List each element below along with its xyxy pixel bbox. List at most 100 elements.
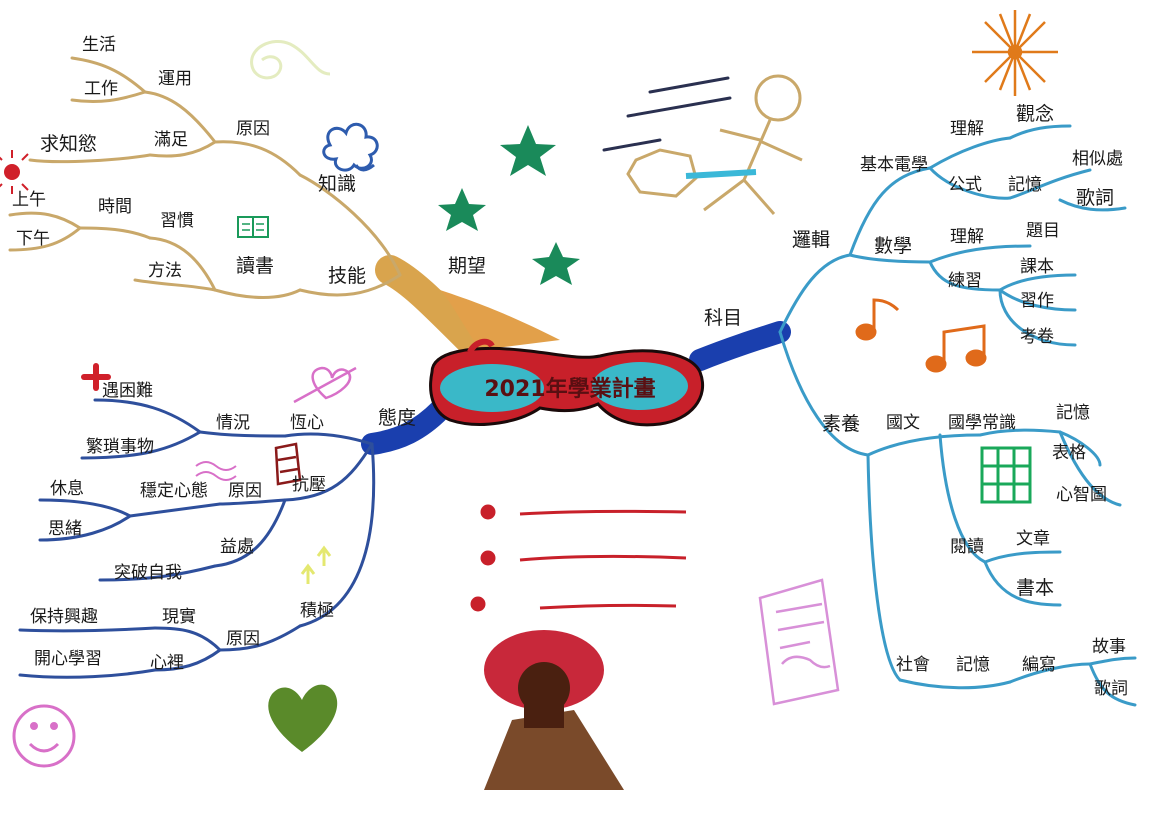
node-article: 文章 <box>1016 529 1050 549</box>
pressure-icon <box>274 442 302 486</box>
smiley-icon <box>12 704 76 768</box>
node-difficulty: 遇困難 <box>102 381 153 401</box>
node-expectation: 期望 <box>448 255 486 277</box>
node-morning: 上午 <box>12 190 46 210</box>
node-knowledge: 知識 <box>318 173 356 195</box>
node-habit: 習慣 <box>160 211 194 231</box>
node-pressure: 抗壓 <box>292 475 326 495</box>
red-sun-icon <box>0 150 29 194</box>
flower-icon <box>322 122 379 172</box>
node-keep-interest: 保持興趣 <box>30 607 98 627</box>
node-story: 故事 <box>1092 637 1126 657</box>
node-formula: 公式 <box>948 175 982 195</box>
node-question: 題目 <box>1026 221 1060 241</box>
node-electricity: 基本電學 <box>860 155 928 175</box>
table-grid-icon <box>980 446 1032 504</box>
node-method: 方法 <box>148 261 182 281</box>
sun-icon <box>972 10 1058 96</box>
node-reading: 閱讀 <box>950 537 984 557</box>
music-note-icons <box>855 298 987 373</box>
node-pressure-reason: 原因 <box>228 481 262 501</box>
node-afternoon: 下午 <box>16 229 50 249</box>
node-society-lyrics: 歌詞 <box>1094 679 1128 699</box>
branch-attitude-lines <box>18 398 376 679</box>
list-doodle <box>470 504 687 612</box>
book-icon <box>237 216 269 238</box>
node-apply: 運用 <box>158 69 192 89</box>
node-tedious: 繁瑣事物 <box>86 437 154 457</box>
star-icons <box>438 125 580 285</box>
node-concept: 觀念 <box>1016 102 1054 125</box>
node-society: 社會 <box>896 655 930 675</box>
branch-subject-lines <box>778 124 1137 707</box>
center-node: 2021年學業計畫 <box>429 338 705 427</box>
glasses-lens-left <box>440 364 544 412</box>
heart-icon <box>268 684 338 752</box>
node-elec-memory: 記憶 <box>1008 175 1042 195</box>
spiral-doodle <box>250 39 331 80</box>
node-rest: 休息 <box>50 479 84 499</box>
red-cross-icon <box>81 363 111 391</box>
star-icon <box>532 242 580 285</box>
branch-expectation-trunk <box>375 255 485 355</box>
subject-labels: 科目 邏輯 基本電學 理解 觀念 公式 記憶 相似處 歌詞 數學 理解 題目 練… <box>704 102 1128 699</box>
node-time: 時間 <box>98 197 132 217</box>
node-chinese-memory: 記憶 <box>1056 403 1090 423</box>
node-logic: 邏輯 <box>792 229 830 251</box>
node-book: 書本 <box>1016 577 1054 599</box>
node-math-understand: 理解 <box>950 227 984 247</box>
document-icon <box>758 578 840 706</box>
node-mindmap: 心智圖 <box>1056 485 1107 505</box>
music-note-icon <box>925 355 947 373</box>
node-positive: 積極 <box>300 601 334 621</box>
node-similarity: 相似處 <box>1072 149 1123 169</box>
star-icon <box>500 125 556 176</box>
node-heart: 心裡 <box>150 653 184 673</box>
branch-attitude-trunk <box>361 399 451 455</box>
music-note-icon <box>855 323 877 341</box>
node-situation: 情況 <box>216 413 250 433</box>
expectation-labels: 期望 知識 原因 運用 生活 工作 滿足 求知慾 技能 讀書 習慣 時間 上午 … <box>12 35 486 287</box>
node-subject: 科目 <box>704 307 742 329</box>
node-workbook: 習作 <box>1020 291 1054 311</box>
node-textbook: 課本 <box>1020 257 1054 277</box>
running-figure-doodle <box>626 74 803 215</box>
branch-subject-trunk <box>689 321 791 371</box>
glasses-lens-right <box>592 362 688 410</box>
node-happy-learning: 開心學習 <box>34 649 102 669</box>
node-skill: 技能 <box>328 265 366 287</box>
node-society-memory: 記憶 <box>956 655 990 675</box>
branch-expectation-lines <box>8 56 402 299</box>
up-arrows-icon <box>300 545 332 584</box>
node-work: 工作 <box>84 79 118 99</box>
node-study: 讀書 <box>236 255 274 277</box>
node-elec-lyrics: 歌詞 <box>1076 187 1114 209</box>
node-table: 表格 <box>1052 443 1086 463</box>
node-steady-mind: 穩定心態 <box>140 481 208 501</box>
node-thoughts: 思緒 <box>48 519 82 539</box>
node-persistence: 恆心 <box>290 413 324 433</box>
node-curiosity: 求知慾 <box>40 133 97 155</box>
node-sinology: 國學常識 <box>948 413 1016 433</box>
volcano-icon <box>484 630 624 790</box>
star-icon <box>438 188 486 231</box>
node-positive-reason: 原因 <box>226 629 260 649</box>
node-elec-understand: 理解 <box>950 119 984 139</box>
node-knowledge-reason: 原因 <box>236 119 270 139</box>
squiggle-doodle <box>195 461 237 481</box>
node-reality: 現實 <box>162 607 196 627</box>
speed-lines <box>602 76 732 152</box>
node-satisfy: 滿足 <box>154 130 188 150</box>
node-benefit: 益處 <box>220 537 254 557</box>
glasses-temple <box>467 338 495 354</box>
decorations <box>0 10 1058 790</box>
node-attitude: 態度 <box>378 407 416 429</box>
heart-arrow-icon <box>293 366 357 404</box>
center-title: 2021年學業計畫 <box>484 376 655 402</box>
node-exam: 考卷 <box>1020 327 1054 347</box>
branch-expectation-trunk-fill <box>440 290 560 350</box>
node-math: 數學 <box>874 235 912 257</box>
node-literacy: 素養 <box>822 413 860 435</box>
node-compose: 編寫 <box>1022 655 1056 675</box>
